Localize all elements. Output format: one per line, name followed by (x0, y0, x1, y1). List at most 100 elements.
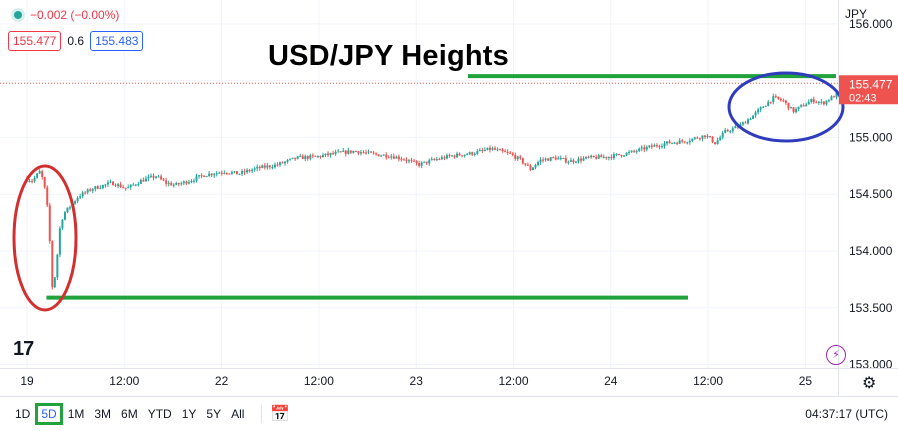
candle-body (453, 155, 456, 157)
candle-body (294, 157, 297, 159)
candle-body (721, 132, 724, 138)
candle-body (456, 153, 459, 157)
gear-icon[interactable]: ⚙ (862, 375, 877, 392)
candle-body (415, 161, 418, 164)
candle-body (276, 164, 279, 166)
sell-price-button[interactable]: 155.477 (8, 31, 62, 51)
range-button-5y[interactable]: 5Y (206, 406, 222, 421)
range-button-5d[interactable]: 5D (35, 402, 63, 425)
candle-body (139, 179, 142, 184)
candle-body (423, 161, 426, 163)
candle-body (658, 146, 661, 148)
candle-body (537, 162, 540, 166)
candle-body (104, 184, 107, 186)
candle-body (754, 112, 757, 116)
legend-row: −0.002 (−0.00%) (14, 6, 119, 24)
candle-body (552, 157, 555, 159)
candle-body (203, 175, 206, 177)
candle-body (719, 137, 722, 141)
range-button-1m[interactable]: 1M (67, 406, 85, 421)
high-highlight-ellipse (727, 71, 845, 143)
candle-body (749, 118, 752, 120)
candle-body (149, 175, 152, 177)
candle-body (524, 163, 527, 165)
candle-body (99, 187, 102, 189)
candle-body (218, 172, 221, 174)
candle-body (306, 156, 309, 159)
candle-body (607, 156, 610, 159)
candle-body (597, 155, 600, 159)
candle-body (91, 189, 94, 191)
candle-body (547, 158, 550, 161)
candle-body (716, 140, 719, 145)
x-tick-label: 19 (20, 374, 34, 388)
y-tick-label: 153.500 (849, 301, 893, 315)
candle-body (714, 142, 717, 145)
candle-body (402, 159, 405, 161)
range-button-1d[interactable]: 1D (15, 406, 31, 421)
buy-price-button[interactable]: 155.483 (90, 31, 144, 51)
candle-body (686, 142, 689, 144)
candle-body (693, 137, 696, 139)
range-selector: 1D 5D 1M 3M 6M YTD 1Y 5Y All (10, 402, 249, 425)
candle-body (496, 149, 499, 151)
candle-body (342, 150, 345, 152)
quote-row: 155.477 0.6 155.483 (8, 31, 144, 51)
tradingview-logo[interactable]: 17 (13, 338, 34, 360)
candle-body (471, 152, 474, 155)
bolt-icon[interactable]: ⚡ (826, 345, 846, 365)
candle-body (233, 171, 236, 173)
candle-body (392, 156, 395, 159)
candle-body (534, 165, 537, 168)
utc-clock[interactable]: 04:37:17 (UTC) (805, 406, 888, 421)
range-button-1y[interactable]: 1Y (181, 406, 197, 421)
candle-body (542, 159, 545, 161)
candle-body (339, 151, 342, 153)
candle-body (564, 158, 567, 163)
candle-body (653, 145, 656, 147)
candle-body (833, 96, 836, 98)
candle-body (569, 160, 572, 162)
candle-body (706, 136, 709, 138)
candle-body (301, 155, 304, 160)
candle-body (299, 155, 302, 157)
candle-body (668, 141, 671, 144)
candle-body (291, 157, 294, 159)
range-button-6m[interactable]: 6M (121, 406, 138, 421)
calendar-icon[interactable]: 📅 (270, 405, 291, 423)
candle-body (94, 186, 97, 190)
candle-body (117, 184, 120, 187)
candle-body (28, 180, 31, 182)
candle-body (241, 171, 244, 174)
candle-body (271, 167, 274, 169)
candle-body (443, 157, 446, 159)
candle-body (248, 170, 251, 172)
candle-body (215, 173, 218, 175)
candle-body (676, 142, 679, 144)
candle-body (33, 177, 36, 182)
candle-body (167, 183, 170, 185)
candle-body (779, 98, 782, 101)
price-label-countdown: 02:43 (849, 92, 877, 104)
candle-body (380, 155, 383, 157)
candle-body (827, 100, 830, 102)
candle-body (400, 159, 403, 161)
candle-body (284, 161, 287, 164)
candle-body (309, 155, 312, 159)
candle-body (499, 149, 502, 151)
candle-body (182, 181, 185, 184)
candle-body (759, 107, 762, 110)
spread-value: 0.6 (67, 34, 85, 48)
candle-body (562, 157, 565, 159)
candle-body (268, 165, 271, 168)
candle-body (501, 149, 504, 152)
candle-body (137, 183, 140, 185)
currency-button[interactable]: JPY (844, 7, 867, 21)
range-button-ytd[interactable]: YTD (147, 406, 172, 421)
candle-body (514, 154, 517, 159)
range-button-3m[interactable]: 3M (94, 406, 112, 421)
range-button-all[interactable]: All (231, 406, 245, 421)
candle-body (830, 96, 833, 101)
candle-body (296, 156, 299, 159)
